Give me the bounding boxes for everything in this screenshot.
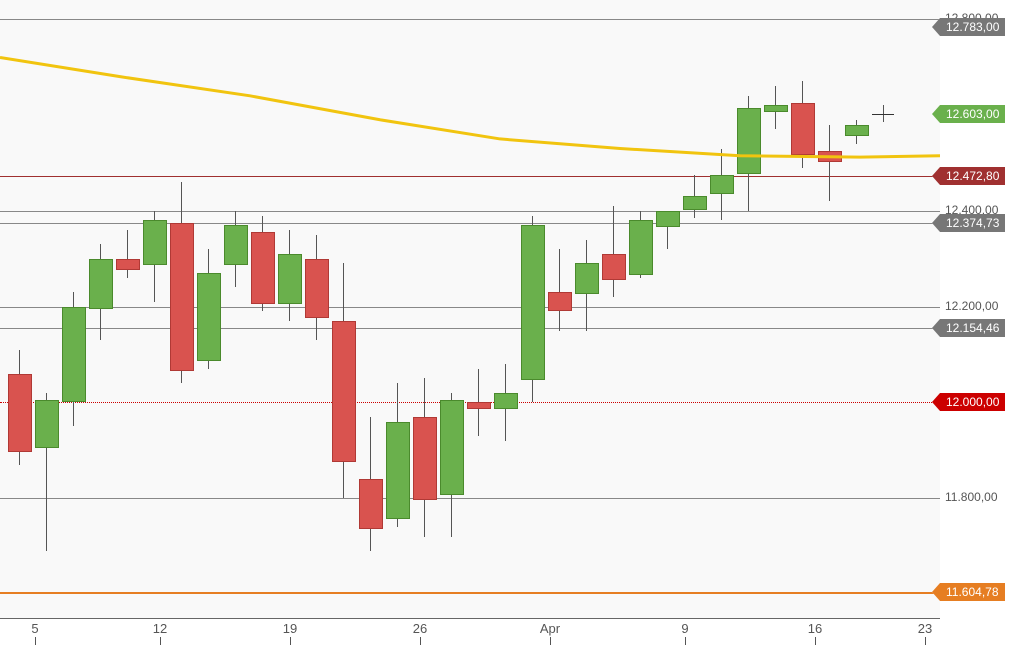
moving-average-line (0, 0, 940, 618)
x-axis-label: 26 (413, 621, 427, 636)
x-axis-label: 19 (283, 621, 297, 636)
price-label-box: 12.374,73 (940, 214, 1005, 232)
price-label-box: 12.603,00 (940, 105, 1005, 123)
x-axis-tick (925, 637, 926, 645)
x-axis-label: 5 (31, 621, 38, 636)
x-axis-tick (290, 637, 291, 645)
candlestick-chart: 5121926Apr91623 12.800,0012.400,0012.200… (0, 0, 1024, 646)
x-axis-tick (815, 637, 816, 645)
x-axis-tick (160, 637, 161, 645)
x-axis-label: 23 (918, 621, 932, 636)
plot-area[interactable] (0, 0, 940, 618)
x-axis-label: Apr (540, 621, 560, 636)
x-axis: 5 12 19 26 Apr 9 16 23 (0, 618, 940, 646)
price-label-box: 12.000,00 (940, 393, 1005, 411)
x-axis-label: 12 (153, 621, 167, 636)
price-label-box: 12.472,80 (940, 167, 1005, 185)
price-label-box: 11.604,78 (940, 583, 1005, 601)
x-axis-label: 9 (681, 621, 688, 636)
x-axis-tick (550, 637, 551, 645)
x-axis-tick (35, 637, 36, 645)
x-axis-tick (685, 637, 686, 645)
x-axis-tick (420, 637, 421, 645)
price-label-box: 12.154,46 (940, 319, 1005, 337)
y-axis-label: 11.800,00 (945, 490, 998, 504)
x-axis-label: 16 (808, 621, 822, 636)
y-axis-label: 12.200,00 (945, 299, 998, 313)
price-label-box: 12.783,00 (940, 18, 1005, 36)
